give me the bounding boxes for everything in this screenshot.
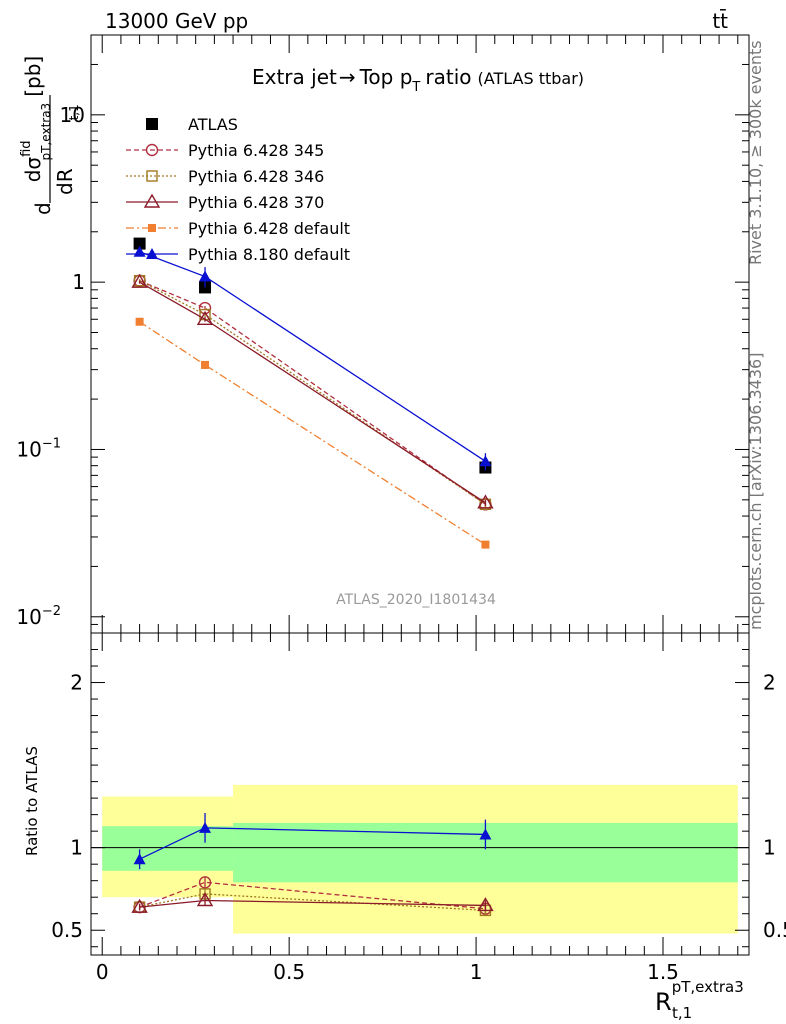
legend-marker-p345	[145, 143, 159, 157]
main-line-p8def	[139, 251, 486, 462]
ratio-y-tick-label-left: 0.5	[51, 918, 83, 942]
legend-label-p370: Pythia 6.428 370	[188, 193, 324, 212]
ratio-series	[131, 812, 494, 917]
x-axis-label: RpT,extra3	[655, 978, 744, 1016]
main-y-tick-label: 10−1	[16, 436, 61, 461]
ratio-y-tick-label-left: 2	[70, 671, 83, 695]
main-axes: 10 1 10−1 10−2	[16, 34, 749, 634]
legend-label-p8def: Pythia 8.180 default	[188, 245, 350, 264]
ratio-uncertainty-bands	[91, 784, 749, 934]
main-point-p6def	[201, 360, 210, 369]
legend-label-p345: Pythia 6.428 345	[188, 141, 324, 160]
ratio-y-tick-label-left: 1	[70, 836, 83, 860]
main-series-p6def	[135, 317, 490, 549]
main-point-p6def	[481, 540, 490, 549]
legend-entry-atlas: ATLAS	[146, 115, 238, 134]
main-y-axis-label: ddσfid pT,extra3[pb] dRt,1	[19, 56, 81, 215]
ratio-point-p370	[131, 898, 148, 913]
ratio-x-tick-label: 0	[96, 960, 109, 984]
ratio-point-p370	[477, 897, 494, 912]
legend-label-p6def: Pythia 6.428 default	[188, 219, 350, 238]
chart-title: Extra jet → Top pT ratio (ATLAS ttbar)	[252, 65, 584, 95]
legend-label-p346: Pythia 6.428 346	[188, 167, 324, 186]
title-ratio: ratio	[425, 65, 471, 89]
ratio-series-p8def	[133, 812, 492, 870]
ratio-x-tick-label: 1	[470, 960, 483, 984]
rivet-version-label: Rivet 3.1.10, ≥ 300k events	[746, 40, 765, 265]
svg-text:dRt,1: dRt,1	[53, 104, 81, 195]
legend-entry-p6def: Pythia 6.428 default	[126, 219, 350, 238]
main-line-p346	[139, 280, 486, 505]
legend-marker-p8def	[146, 248, 158, 259]
main-series-p346	[133, 275, 492, 511]
ratio-point-p370	[196, 892, 214, 907]
main-line-p345	[139, 280, 486, 505]
ratio-point-p8def	[199, 821, 212, 833]
title-note: (ATLAS ttbar)	[478, 69, 585, 88]
ratio-point-p8def	[133, 853, 146, 865]
ratio-point-p345	[198, 876, 212, 889]
ratio-y-tick-label-right: 0.5	[763, 918, 786, 942]
main-series-p370	[131, 273, 494, 509]
main-series	[131, 237, 494, 549]
ratio-x-tick-label: 1.5	[647, 960, 679, 984]
analysis-watermark: ATLAS_2020_I1801434	[336, 592, 496, 608]
legend-marker-atlas	[146, 118, 158, 130]
title-subscript: T	[411, 80, 420, 95]
title-top: Top p	[359, 65, 413, 89]
main-point-p8def	[479, 455, 492, 467]
main-y-tick-label: 10	[60, 103, 85, 127]
legend-marker-p6def	[148, 224, 156, 232]
main-y-tick-label: 10−2	[16, 604, 61, 629]
title-arrow: →	[339, 65, 356, 89]
legend-entry-p370: Pythia 6.428 370	[126, 193, 324, 212]
process-label: tt̄	[712, 8, 728, 33]
ratio-series-p370	[131, 892, 494, 913]
legend-label-atlas: ATLAS	[188, 115, 238, 134]
main-point-p370	[477, 494, 494, 509]
energy-label: 13000 GeV pp	[105, 9, 248, 33]
ratio-y-tick-label-right: 2	[763, 671, 776, 695]
main-point-p370	[196, 310, 214, 325]
main-series-p8def	[133, 245, 492, 471]
main-y-tick-label: 1	[72, 270, 85, 294]
mcplots-label: mcplots.cern.ch [arXiv:1306.3436]	[746, 353, 765, 630]
ratio-line-p345	[139, 881, 486, 910]
legend-entry-p345: Pythia 6.428 345	[126, 141, 324, 160]
legend-entry-p346: Pythia 6.428 346	[126, 167, 324, 186]
main-point-p6def	[135, 317, 144, 326]
main-point-atlas	[133, 237, 146, 250]
main-point-p370	[131, 273, 148, 288]
main-series-atlas	[133, 237, 492, 474]
ratio-x-tick-label: 0.5	[273, 960, 305, 984]
main-series-p345	[133, 274, 492, 511]
legend-entry-p8def: Pythia 8.180 default	[126, 245, 350, 264]
ratio-axes: 0 0.5 1 1.5 0.5 0.5 1 1 2 2	[51, 633, 786, 984]
legend-marker-p370	[143, 193, 161, 208]
ratio-point-p8def	[479, 828, 492, 840]
ratio-y-axis-label: Ratio to ATLAS	[23, 746, 41, 856]
main-point-p8def	[199, 270, 212, 282]
legend-marker-p346	[146, 170, 158, 182]
title-main: Extra jet	[252, 65, 337, 89]
main-line-p6def	[139, 321, 486, 546]
ratio-y-tick-label-right: 1	[763, 836, 776, 860]
legend: ATLAS Pythia 6.428 345 Pythia 6.428 346 Pyt…	[126, 115, 350, 264]
x-axis-label-subscript: t,1	[672, 1004, 692, 1022]
